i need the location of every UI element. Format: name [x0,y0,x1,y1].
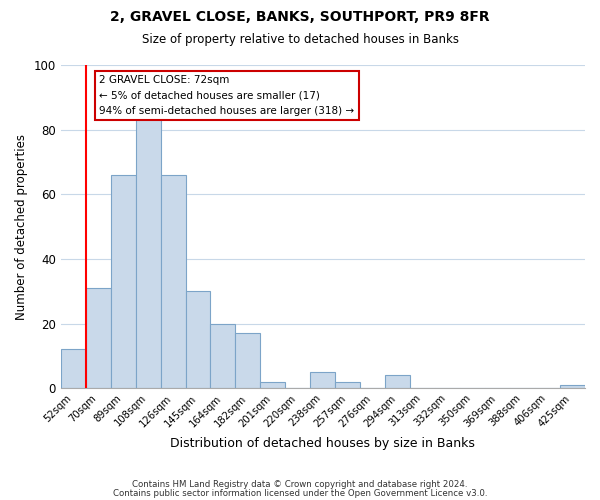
Text: Contains public sector information licensed under the Open Government Licence v3: Contains public sector information licen… [113,488,487,498]
Bar [335,382,360,388]
Bar [61,350,86,388]
Bar [260,382,286,388]
Bar [310,372,335,388]
Bar [136,116,161,388]
Bar [560,385,585,388]
Text: Contains HM Land Registry data © Crown copyright and database right 2024.: Contains HM Land Registry data © Crown c… [132,480,468,489]
Bar [161,175,185,388]
X-axis label: Distribution of detached houses by size in Banks: Distribution of detached houses by size … [170,437,475,450]
Bar [211,324,235,388]
Text: Size of property relative to detached houses in Banks: Size of property relative to detached ho… [142,32,458,46]
Bar [185,291,211,388]
Bar [385,376,410,388]
Text: 2 GRAVEL CLOSE: 72sqm
← 5% of detached houses are smaller (17)
94% of semi-detac: 2 GRAVEL CLOSE: 72sqm ← 5% of detached h… [100,74,355,116]
Text: 2, GRAVEL CLOSE, BANKS, SOUTHPORT, PR9 8FR: 2, GRAVEL CLOSE, BANKS, SOUTHPORT, PR9 8… [110,10,490,24]
Y-axis label: Number of detached properties: Number of detached properties [15,134,28,320]
Bar [86,288,110,388]
Bar [235,333,260,388]
Bar [110,175,136,388]
